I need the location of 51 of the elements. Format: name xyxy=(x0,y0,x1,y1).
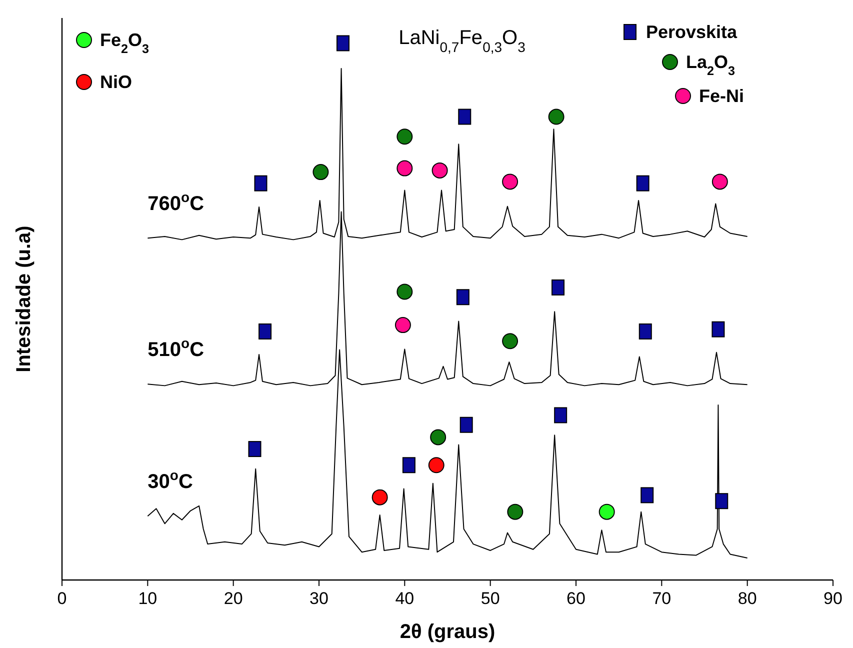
x-tick-label: 20 xyxy=(224,589,243,608)
point xyxy=(554,407,568,424)
chart-title: LaNi$_{0,7}$Fe$_{0,3}$O$_{3}$ xyxy=(398,27,526,55)
legend-label: Fe-Ni xyxy=(699,86,744,106)
point xyxy=(394,317,411,334)
x-tick-label: 50 xyxy=(480,589,500,608)
point xyxy=(507,504,524,520)
point xyxy=(638,323,652,340)
point xyxy=(336,35,350,52)
point xyxy=(248,441,262,458)
point xyxy=(548,108,564,125)
point xyxy=(312,164,329,180)
x-tick-label: 80 xyxy=(738,589,757,608)
point xyxy=(712,174,728,190)
point xyxy=(430,429,446,446)
point xyxy=(432,162,448,178)
point xyxy=(456,289,470,306)
point xyxy=(640,487,654,504)
point xyxy=(258,323,272,340)
x-tick-label: 90 xyxy=(824,589,842,608)
point xyxy=(502,174,518,190)
point xyxy=(402,457,416,474)
point xyxy=(372,489,388,506)
x-tick-label: 30 xyxy=(310,589,328,608)
point xyxy=(712,321,725,338)
legend-label: NiO xyxy=(100,72,132,92)
x-tick-label: 0 xyxy=(57,589,67,608)
x-tick-label: 40 xyxy=(395,589,414,608)
x-tick-label: 70 xyxy=(652,589,672,608)
legend-label: La$_{2}$O$_{3}$ xyxy=(686,52,736,78)
point xyxy=(715,493,728,510)
point xyxy=(502,333,518,350)
point xyxy=(460,416,473,433)
legend-label: Perovskita xyxy=(646,22,738,42)
point xyxy=(598,504,615,520)
point xyxy=(396,128,413,145)
point xyxy=(458,108,472,125)
y-axis-title: Intesidade (u.a) xyxy=(13,226,35,372)
x-axis-title: 2θ (graus) xyxy=(400,621,496,643)
point xyxy=(428,457,444,474)
series-label: 510$^{o}$C xyxy=(148,335,204,362)
point xyxy=(396,160,413,176)
x-tick-label: 10 xyxy=(138,589,158,608)
point xyxy=(396,284,413,300)
point xyxy=(552,279,565,296)
x-tick-label: 60 xyxy=(566,589,586,608)
series-label: 30$^{o}$C xyxy=(148,467,193,494)
series-label: 760$^{o}$C xyxy=(148,189,204,216)
legend-label: Fe$_{2}$O$_{3}$ xyxy=(100,30,150,56)
point xyxy=(254,175,268,192)
point xyxy=(636,175,650,192)
